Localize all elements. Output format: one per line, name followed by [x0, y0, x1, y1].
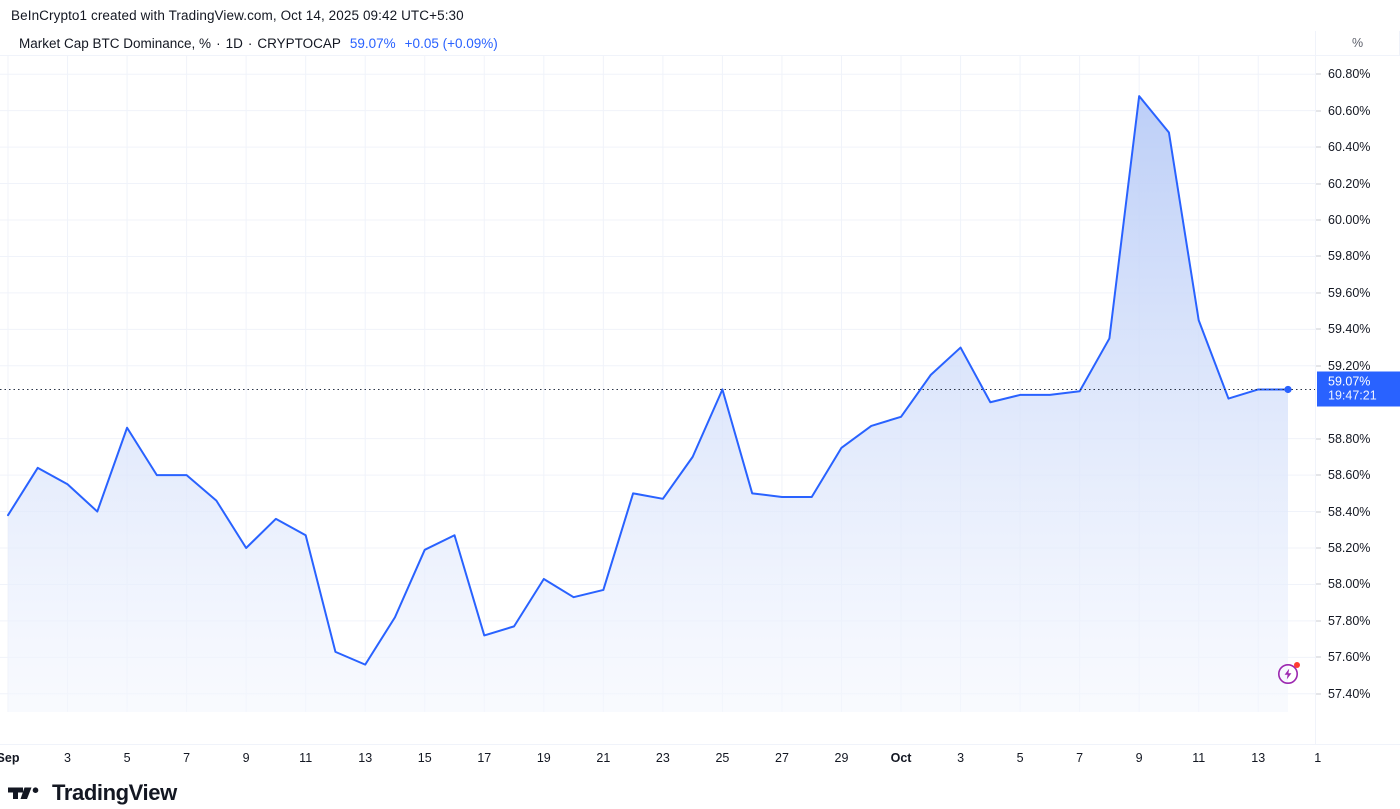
price-axis-tick-label: 57.60%: [1328, 650, 1371, 665]
time-axis-tick-label: 7: [183, 751, 191, 765]
legend-separator-2: ·: [247, 35, 253, 51]
price-axis-tick-mark: [1316, 255, 1321, 257]
series-area-fill: [8, 96, 1288, 712]
current-price-value: 59.07%: [1328, 374, 1371, 389]
time-axis-tick-label: Oct: [890, 751, 912, 765]
price-axis-tick-mark: [1316, 547, 1321, 549]
price-axis-tick-label: 60.80%: [1328, 67, 1371, 82]
price-axis-tick-label: 58.60%: [1328, 468, 1371, 483]
attribution-text: BeInCrypto1 created with TradingView.com…: [11, 8, 464, 23]
price-axis-tick-mark: [1316, 693, 1321, 695]
legend-series-info[interactable]: Market Cap BTC Dominance, % · 1D · CRYPT…: [0, 36, 1315, 51]
tradingview-logo-icon: [8, 786, 39, 799]
price-axis-tick-mark: [1316, 620, 1321, 622]
price-axis-tick-mark: [1316, 474, 1321, 476]
time-axis-tick-label: 9: [1135, 751, 1143, 765]
time-axis-tick-label: 13: [1251, 751, 1266, 765]
price-axis-tick-mark: [1316, 656, 1321, 658]
time-axis-tick-label: 19: [536, 751, 551, 765]
price-axis-tick-label: 60.20%: [1328, 176, 1371, 191]
price-axis-unit-header[interactable]: %: [1315, 30, 1400, 56]
price-axis[interactable]: 59.07% 19:47:21 60.80% 60.60% 60.40% 60.20%…: [1315, 56, 1400, 744]
time-axis-tick-label: 1: [1314, 751, 1322, 765]
price-axis-tick-mark: [1316, 73, 1321, 75]
price-axis-tick-mark: [1316, 110, 1321, 112]
price-axis-tick-mark: [1316, 146, 1321, 148]
time-axis-tick-label: 11: [1192, 751, 1206, 765]
price-axis-tick-label: 60.60%: [1328, 103, 1371, 118]
price-axis-tick-label: 58.20%: [1328, 541, 1371, 555]
legend-exchange[interactable]: CRYPTOCAP: [257, 35, 341, 51]
lightning-bolt-glyph: [1278, 664, 1298, 684]
price-axis-tick-label: 60.00%: [1328, 213, 1371, 227]
price-axis-tick-mark: [1316, 583, 1321, 585]
price-axis-tick-mark: [1316, 183, 1321, 185]
price-axis-tick-label: 60.40%: [1328, 140, 1371, 155]
legend-symbol-name[interactable]: Market Cap BTC Dominance, %: [19, 35, 212, 51]
chart-body: 59.07% 19:47:21 60.80% 60.60% 60.40% 60.20%…: [0, 56, 1400, 744]
plot-area[interactable]: [0, 56, 1315, 744]
price-axis-tick-label: 58.80%: [1328, 431, 1371, 446]
tradingview-wordmark: TradingView: [52, 779, 177, 805]
time-axis[interactable]: Sep 3 5 7 9 11 13 15 17 19 21 23 25 27 29 Oct 3 5 7 9 11 13 1: [0, 744, 1400, 776]
price-axis-tick-mark: [1316, 511, 1321, 513]
chart-legend-row: Market Cap BTC Dominance, % · 1D · CRYPT…: [0, 30, 1400, 56]
price-axis-tick-label: 58.00%: [1328, 577, 1371, 592]
legend-change-value: +0.05 (+0.09%): [404, 35, 498, 51]
legend-separator-1: ·: [216, 35, 221, 51]
footer-branding: TradingView: [0, 776, 1400, 809]
current-price-badge: 59.07% 19:47:21: [1317, 371, 1400, 407]
price-axis-tick-mark: [1316, 292, 1321, 294]
series-line: [7, 95, 1289, 666]
time-axis-tick-label: 25: [715, 751, 730, 765]
price-series-svg: [0, 56, 1315, 712]
time-axis-tick-label: 11: [299, 751, 313, 765]
legend-last-value: 59.07%: [349, 35, 396, 51]
legend-interval[interactable]: 1D: [225, 35, 243, 51]
time-axis-tick-label: 29: [834, 751, 849, 765]
time-axis-tick-label: 23: [655, 751, 670, 765]
time-axis-tick-label: 9: [242, 751, 250, 765]
time-axis-tick-label: 5: [1016, 751, 1024, 765]
price-axis-tick-label: 57.80%: [1328, 613, 1371, 628]
time-axis-tick-label: Sep: [0, 751, 20, 765]
price-axis-tick-label: 59.60%: [1328, 285, 1371, 300]
price-axis-tick-label: 59.80%: [1328, 249, 1371, 264]
price-axis-tick-mark: [1316, 438, 1321, 440]
time-axis-tick-label: 17: [477, 751, 492, 765]
time-axis-tick-label: 21: [596, 751, 611, 765]
price-axis-tick-label: 58.40%: [1328, 504, 1371, 519]
time-axis-tick-label: 15: [417, 751, 432, 765]
time-axis-tick-label: 13: [358, 751, 373, 765]
price-axis-tick-mark: [1316, 328, 1321, 330]
notification-dot-icon: [1294, 662, 1300, 668]
last-price-dot: [1284, 385, 1292, 394]
time-axis-tick-label: 3: [957, 751, 965, 765]
price-axis-tick-mark: [1316, 219, 1321, 221]
price-axis-unit-label: %: [1351, 35, 1364, 50]
price-axis-tick-label: 59.20%: [1328, 358, 1371, 373]
time-axis-tick-label: 5: [123, 751, 131, 765]
lightning-bolt-icon[interactable]: [1277, 662, 1300, 685]
attribution-bar: BeInCrypto1 created with TradingView.com…: [0, 0, 1400, 31]
time-axis-tick-label: 3: [64, 751, 72, 765]
price-axis-tick-label: 59.40%: [1328, 322, 1371, 337]
current-price-time: 19:47:21: [1328, 388, 1377, 403]
time-axis-tick-label: 27: [775, 751, 789, 765]
time-axis-tick-label: 7: [1076, 751, 1084, 765]
price-axis-tick-label: 57.40%: [1328, 686, 1371, 701]
price-axis-tick-mark: [1316, 365, 1321, 367]
